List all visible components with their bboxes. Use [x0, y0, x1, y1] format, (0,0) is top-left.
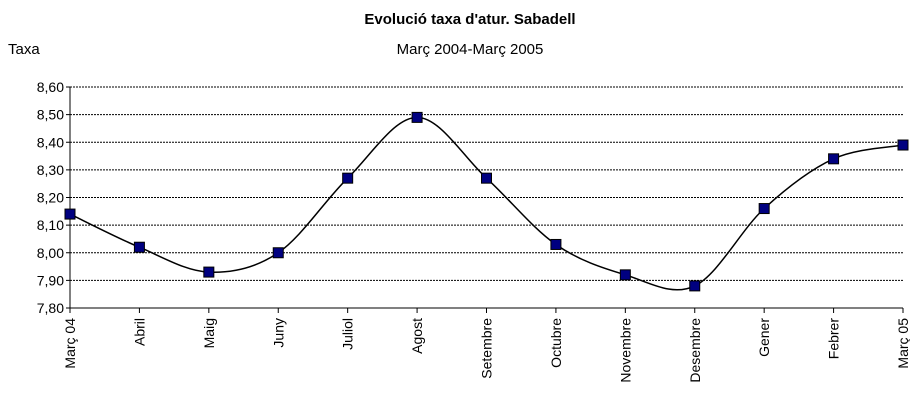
x-tick-label: Octubre: [548, 318, 564, 368]
y-tick-label: 8,00: [37, 245, 64, 261]
y-tick-label: 8,50: [37, 107, 64, 123]
x-tick-label: Juny: [270, 318, 286, 348]
marker: [481, 172, 492, 184]
marker: [342, 172, 354, 184]
x-tick-label: Abril: [131, 318, 147, 346]
marker: [550, 238, 562, 250]
y-tick-label: 8,40: [37, 134, 64, 150]
y-tick-label: 7,90: [37, 272, 64, 288]
y-tick-label: 7,80: [37, 300, 64, 316]
marker: [897, 139, 909, 151]
chart-subtitle: Març 2004-Març 2005: [397, 41, 544, 58]
y-tick-label: 8,20: [37, 190, 64, 206]
marker: [272, 247, 284, 259]
x-tick-label: Agost: [409, 318, 425, 354]
x-tick-label: Setembre: [479, 318, 495, 379]
marker: [619, 269, 631, 281]
x-tick-label: Febrer: [826, 318, 842, 360]
x-tick-label: Maig: [201, 318, 217, 348]
x-tick-label: Juliol: [340, 318, 356, 350]
line: [69, 116, 904, 291]
y-axis-label: Taxa: [8, 41, 40, 58]
marker: [203, 266, 215, 278]
marker: [689, 280, 701, 292]
y-tick-label: 8,10: [37, 217, 64, 233]
chart-title: Evolució taxa d'atur. Sabadell: [364, 11, 575, 28]
marker: [64, 208, 76, 220]
y-tick-label: 8,30: [37, 162, 64, 178]
x-tick-label: Novembre: [617, 318, 633, 383]
x-tick-label: Març 04: [62, 318, 78, 369]
marker: [133, 241, 145, 253]
marker: [758, 203, 770, 215]
y-tick-label: 8,60: [37, 79, 64, 95]
marker: [828, 153, 840, 165]
x-tick-label: Gener: [756, 318, 772, 357]
x-tick-label: Març 05: [895, 318, 910, 369]
x-tick-label: Desembre: [687, 318, 703, 383]
marker: [411, 111, 423, 123]
